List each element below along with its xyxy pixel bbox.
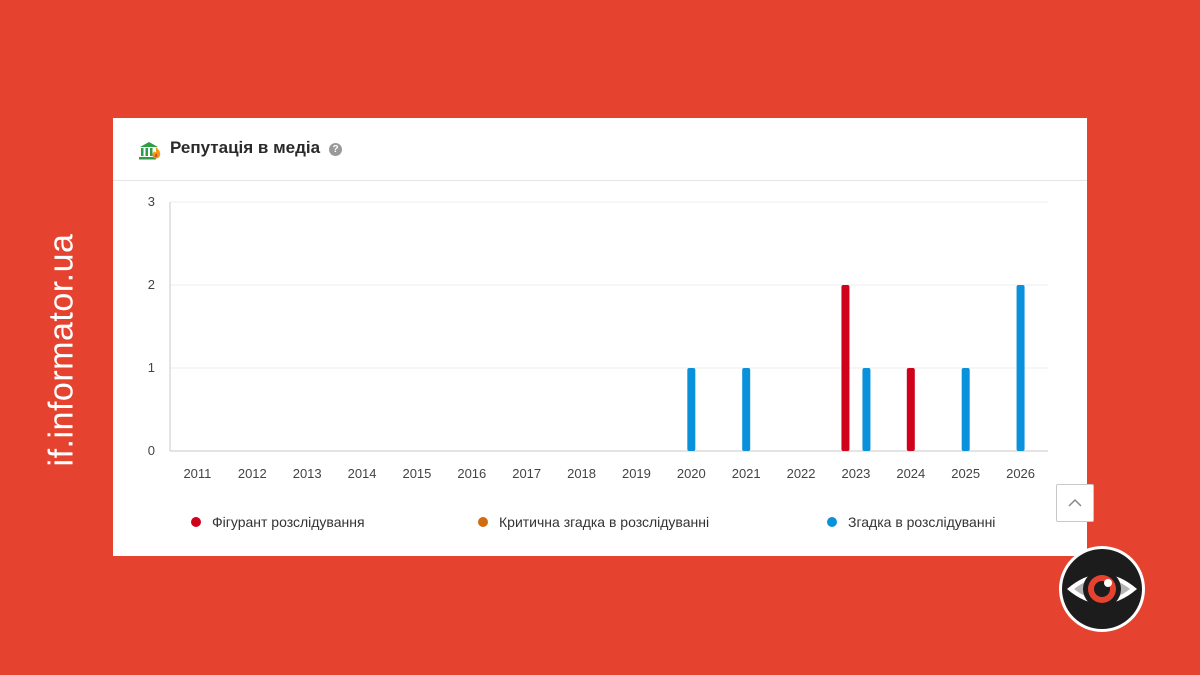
eye-logo-icon [1059,546,1145,632]
y-tick-label: 3 [148,194,155,209]
legend-item-figurant[interactable]: Фігурант розслідування [191,514,365,530]
media-reputation-card: Репутація в медіа ? 0 1 2 3 2011 2012 2013 2014… [113,118,1087,556]
y-tick-label: 1 [148,360,155,375]
card-title: Репутація в медіа [170,138,321,157]
legend-label: Критична згадка в розслідуванні [499,514,710,530]
side-brand-text: if.informator.ua [42,233,81,467]
bar-2026 [1016,285,1025,451]
x-tick-label: 2017 [512,466,541,481]
card-header: Репутація в медіа ? [113,118,1087,181]
x-tick-label: 2012 [238,466,267,481]
x-tick-label: 2014 [348,466,377,481]
legend-dot-orange [478,517,488,527]
x-tick-label: 2022 [787,466,816,481]
legend-item-critical[interactable]: Критична згадка в розслідуванні [478,514,709,530]
legend-item-mention[interactable]: Згадка в розслідуванні [827,514,995,530]
x-tick-label: 2011 [183,466,211,481]
bar-2020 [687,368,696,451]
x-tick-label: 2024 [896,466,925,481]
legend-label: Згадка в розслідуванні [848,514,996,530]
x-tick-label: 2021 [732,466,761,481]
x-tick-label: 2025 [951,466,980,481]
legend-dot-blue [827,517,837,527]
bar-2025 [961,368,970,451]
bar-2021 [742,368,751,451]
bar-2023 [862,368,871,451]
help-icon[interactable]: ? [329,143,342,156]
reputation-media-icon [139,142,161,160]
bar-2024 [906,368,915,451]
x-tick-label: 2023 [841,466,870,481]
y-tick-label: 0 [148,443,155,458]
x-tick-label: 2018 [567,466,596,481]
scroll-top-button[interactable] [1056,484,1094,522]
y-tick-label: 2 [148,277,155,292]
x-tick-label: 2020 [677,466,706,481]
bar-2023 [841,285,850,451]
legend-label: Фігурант розслідування [212,514,365,530]
x-tick-label: 2015 [402,466,431,481]
x-tick-label: 2026 [1006,466,1035,481]
chevron-up-icon [1068,498,1082,507]
media-reputation-chart: 0 1 2 3 2011 2012 2013 2014 2015 2016 2017 2018 2019… [148,194,1048,481]
x-tick-label: 2013 [293,466,322,481]
x-tick-label: 2019 [622,466,651,481]
x-tick-label: 2016 [457,466,486,481]
legend-dot-red [191,517,201,527]
